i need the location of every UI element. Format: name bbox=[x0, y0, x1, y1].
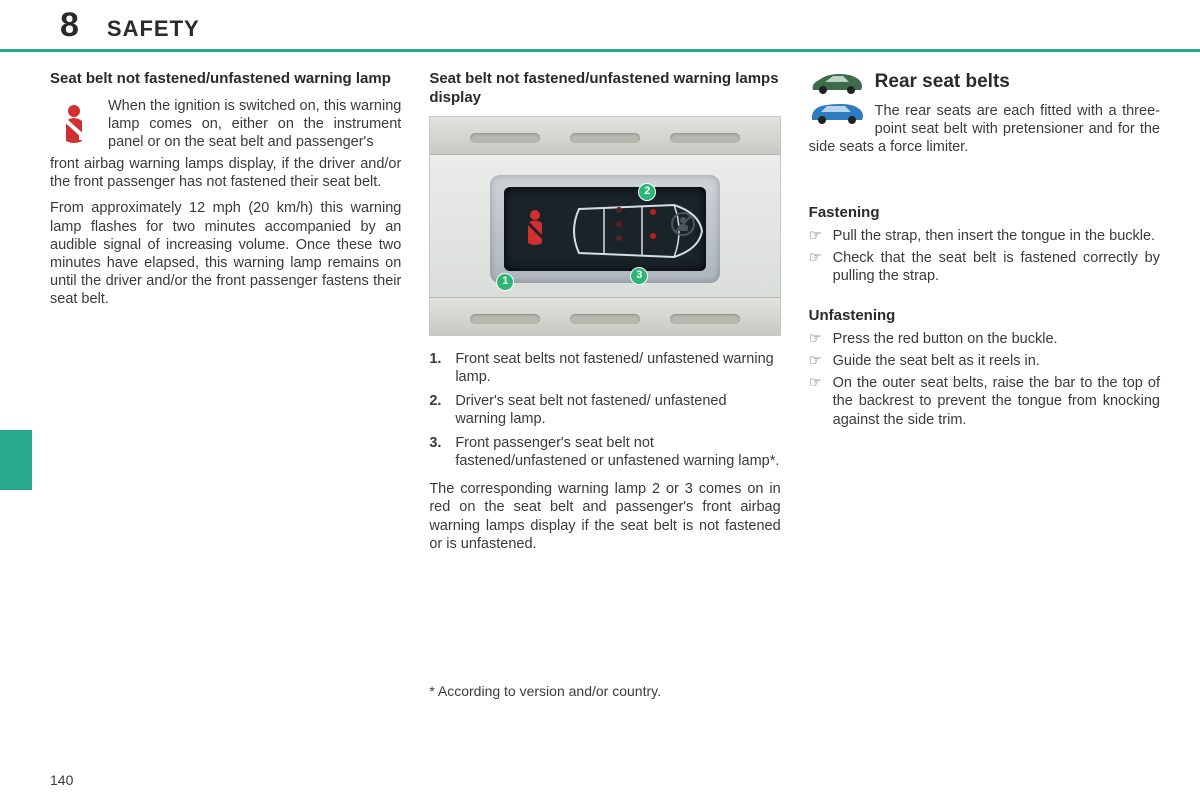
list-number: 2. bbox=[429, 392, 455, 428]
fastening-list: ☞Pull the strap, then insert the tongue … bbox=[809, 227, 1160, 285]
list-item: 1.Front seat belts not fastened/ unfaste… bbox=[429, 350, 780, 386]
warning-display-figure: 1 2 3 bbox=[429, 116, 780, 336]
col2-after-para: The corresponding warning lamp 2 or 3 co… bbox=[429, 480, 780, 553]
bullet-icon: ☞ bbox=[809, 352, 833, 370]
chapter-header: 8 SAFETY bbox=[0, 0, 1200, 52]
marker-1: 1 bbox=[496, 273, 514, 291]
col1-p2: From approximately 12 mph (20 km/h) this… bbox=[50, 199, 401, 308]
bullet-icon: ☞ bbox=[809, 249, 833, 285]
list-text: Press the red button on the buckle. bbox=[833, 330, 1058, 348]
airbag-off-icon bbox=[670, 211, 696, 237]
side-tab bbox=[0, 430, 32, 490]
dot-passenger bbox=[650, 233, 656, 239]
col2-footnote: * According to version and/or country. bbox=[429, 683, 780, 701]
list-item: 2.Driver's seat belt not fastened/ unfas… bbox=[429, 392, 780, 428]
bullet-icon: ☞ bbox=[809, 374, 833, 428]
col1-p1-cont: front airbag warning lamps display, if t… bbox=[50, 155, 401, 191]
list-item: 3.Front passenger's seat belt not fasten… bbox=[429, 434, 780, 470]
column-3: Rear seat belts The rear seats are each … bbox=[809, 70, 1160, 700]
unfastening-list: ☞Press the red button on the buckle.☞Gui… bbox=[809, 330, 1160, 429]
list-item: ☞Guide the seat belt as it reels in. bbox=[809, 352, 1160, 370]
column-1: Seat belt not fastened/unfastened warnin… bbox=[50, 70, 401, 700]
dot-rear-2 bbox=[616, 221, 622, 227]
marker-2: 2 bbox=[638, 183, 656, 201]
list-number: 1. bbox=[429, 350, 455, 386]
list-text: Front passenger's seat belt not fastened… bbox=[455, 434, 780, 470]
list-item: ☞Press the red button on the buckle. bbox=[809, 330, 1160, 348]
col1-heading: Seat belt not fastened/unfastened warnin… bbox=[50, 70, 401, 89]
screen-seatbelt-icon bbox=[520, 207, 550, 252]
car-estate-icon bbox=[809, 100, 865, 126]
list-item: ☞Check that the seat belt is fastened co… bbox=[809, 249, 1160, 285]
col1-p1-start: When the ignition is switched on, this w… bbox=[108, 97, 401, 151]
column-2: Seat belt not fastened/unfastened warnin… bbox=[429, 70, 780, 700]
figure-panel bbox=[490, 175, 719, 283]
bullet-icon: ☞ bbox=[809, 330, 833, 348]
col1-icon-paragraph: When the ignition is switched on, this w… bbox=[50, 97, 401, 151]
dot-rear-3 bbox=[616, 235, 622, 241]
list-number: 3. bbox=[429, 434, 455, 470]
list-text: Front seat belts not fastened/ unfastene… bbox=[455, 350, 780, 386]
bullet-icon: ☞ bbox=[809, 227, 833, 245]
dot-driver bbox=[650, 209, 656, 215]
figure-trim-bottom bbox=[430, 297, 779, 335]
unfastening-heading: Unfastening bbox=[809, 307, 1160, 326]
figure-trim-top bbox=[430, 117, 779, 155]
list-text: Driver's seat belt not fastened/ unfaste… bbox=[455, 392, 780, 428]
col2-heading: Seat belt not fastened/unfastened warnin… bbox=[429, 70, 780, 108]
col3-header-block: Rear seat belts The rear seats are each … bbox=[809, 70, 1160, 164]
list-text: On the outer seat belts, raise the bar t… bbox=[833, 374, 1160, 428]
fastening-heading: Fastening bbox=[809, 204, 1160, 223]
chapter-number: 8 bbox=[60, 6, 79, 45]
seatbelt-warning-icon bbox=[50, 97, 98, 151]
list-item: ☞Pull the strap, then insert the tongue … bbox=[809, 227, 1160, 245]
car-hatch-icon bbox=[809, 70, 865, 96]
col2-ordered-list: 1.Front seat belts not fastened/ unfaste… bbox=[429, 350, 780, 471]
chapter-title: SAFETY bbox=[107, 16, 200, 42]
dot-rear-1 bbox=[616, 207, 622, 213]
car-variant-icons bbox=[809, 70, 865, 126]
page-number: 140 bbox=[50, 772, 73, 788]
list-text: Check that the seat belt is fastened cor… bbox=[833, 249, 1160, 285]
content-columns: Seat belt not fastened/unfastened warnin… bbox=[0, 52, 1200, 700]
marker-3: 3 bbox=[630, 267, 648, 285]
list-text: Guide the seat belt as it reels in. bbox=[833, 352, 1040, 370]
list-text: Pull the strap, then insert the tongue i… bbox=[833, 227, 1155, 245]
figure-screen bbox=[504, 187, 705, 271]
list-item: ☞On the outer seat belts, raise the bar … bbox=[809, 374, 1160, 428]
